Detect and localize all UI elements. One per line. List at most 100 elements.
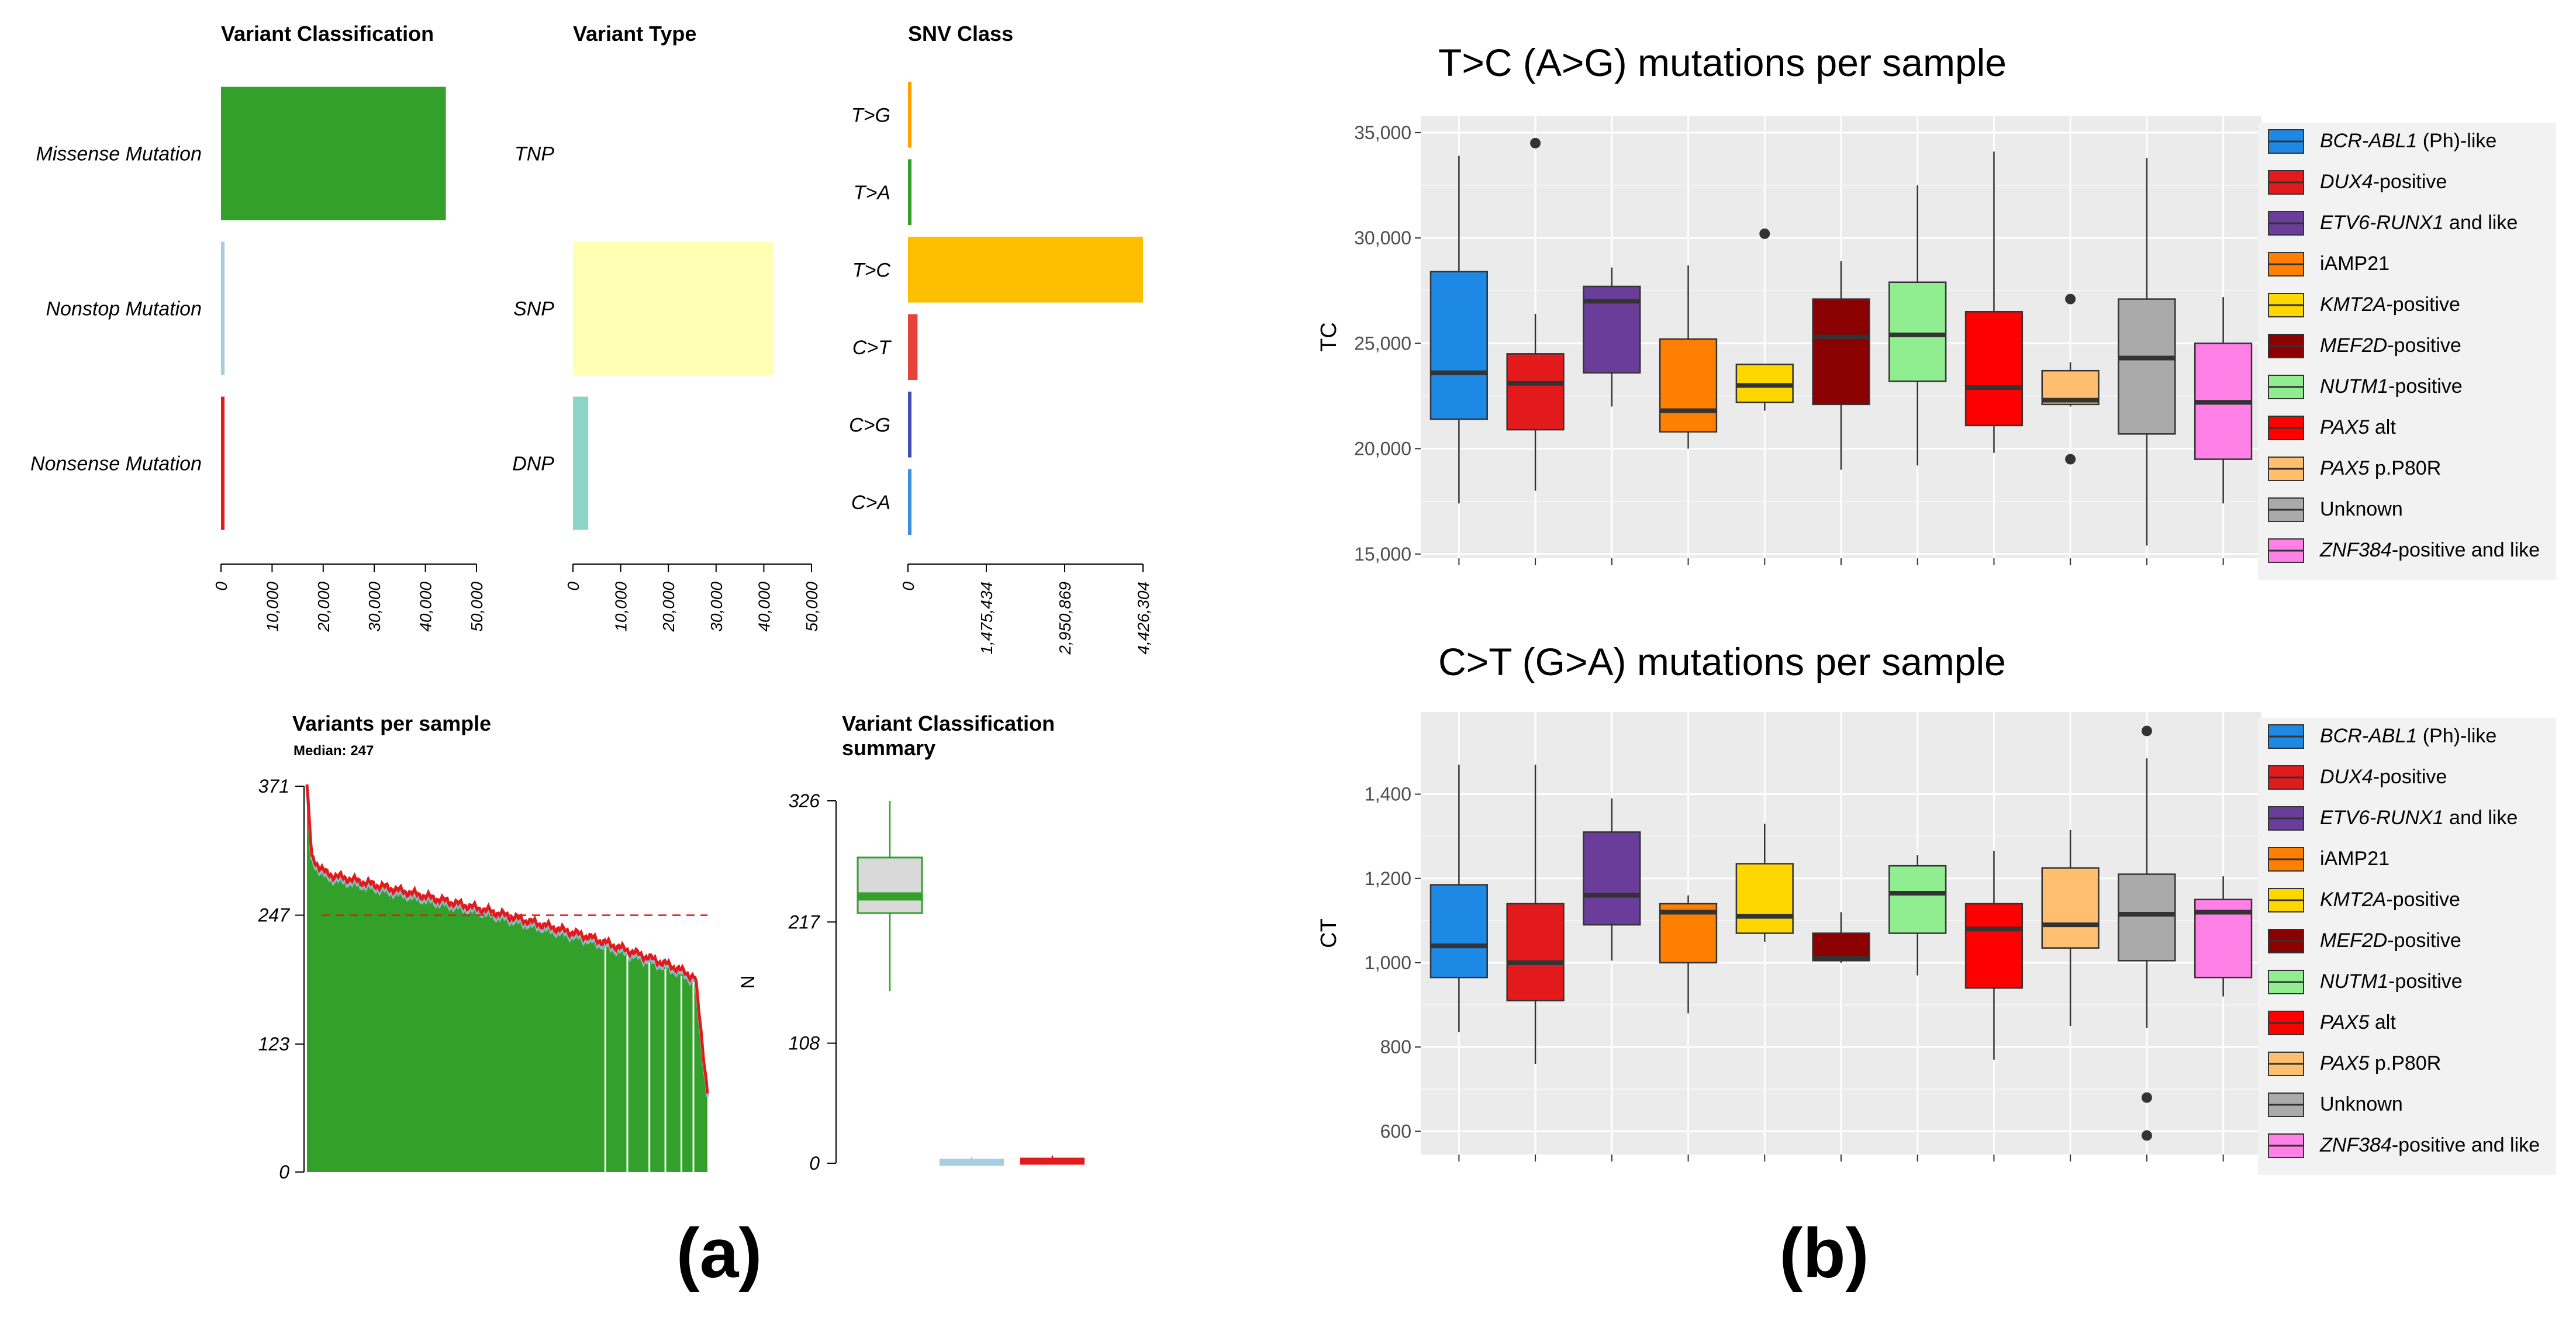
legend-label: ZNF384-positive and like: [2319, 1134, 2540, 1156]
y-tick-label: 25,000: [1354, 333, 1411, 354]
outlier-point: [1759, 228, 1770, 239]
box: [1506, 903, 1565, 1002]
bar: [573, 396, 589, 530]
legend: BCR-ABL1 (Ph)-like DUX4-positive ETV6-RUNX…: [2258, 123, 2556, 580]
x-tick-label: 50,000: [803, 582, 821, 632]
box: [1583, 831, 1641, 926]
variant-classification: Variant Classification Missense Mutation N…: [30, 22, 486, 632]
y-tick-label: 600: [1380, 1121, 1411, 1142]
y-tick-label: 247: [258, 905, 291, 926]
y-axis-label: TC: [1317, 322, 1341, 352]
legend-label: DUX4-positive: [2320, 766, 2447, 788]
panel-a: Variant Classification Missense Mutation N…: [30, 22, 1152, 1183]
y-tick-label: 0: [809, 1153, 820, 1174]
x-tick-label: 30,000: [365, 582, 384, 632]
category-label: Nonsense Mutation: [30, 453, 202, 475]
chart-title: summary: [842, 736, 935, 760]
category-label: Nonstop Mutation: [46, 298, 202, 320]
box: [2118, 298, 2176, 435]
variant-type: Variant Type TNP SNP DNP 0 10,000 20,000 30,000…: [512, 22, 821, 632]
box: [1888, 865, 1947, 934]
y-axis-label: N: [737, 975, 758, 988]
y-tick-label: 1,400: [1365, 784, 1411, 805]
missense-stack: [307, 786, 707, 1172]
category-label: SNP: [513, 298, 554, 320]
bar: [908, 81, 911, 148]
y-tick-label: 1,000: [1365, 952, 1411, 973]
y-tick-label: 326: [789, 790, 820, 811]
y-tick-label: 1,200: [1365, 868, 1411, 889]
legend-label: KMT2A-positive: [2320, 889, 2460, 911]
variants-per-sample: Variants per sample Median: 247 0 123 247 371: [258, 711, 709, 1183]
category-label: C>T: [852, 337, 892, 359]
chart-title: T>C (A>G) mutations per sample: [1438, 41, 2007, 84]
chart-title: Variant Classification: [221, 22, 434, 46]
legend-label: iAMP21: [2320, 848, 2389, 870]
x-tick-label: 10,000: [612, 582, 630, 632]
y-tick-label: 800: [1380, 1036, 1411, 1057]
box: [1812, 932, 1870, 962]
x-tick-label: 10,000: [263, 582, 281, 632]
box: [857, 856, 923, 914]
bar: [221, 396, 225, 530]
outlier-point: [2065, 454, 2076, 465]
outlier-point: [2065, 293, 2076, 305]
chart-title: Variant Type: [573, 22, 696, 46]
legend-label: PAX5 alt: [2320, 416, 2396, 438]
bar: [908, 236, 1143, 303]
box: [940, 1159, 1004, 1166]
panel-label-b: (b): [1779, 1214, 1869, 1292]
chart-subtitle: Median: 247: [293, 743, 374, 759]
box: [1888, 281, 1947, 382]
legend-label: ETV6-RUNX1 and like: [2320, 212, 2518, 234]
ct-per-sample: C>T (G>A) mutations per sample 600 800 1,00…: [1317, 640, 2556, 1175]
x-tick-label: 20,000: [315, 582, 333, 632]
bar: [908, 391, 911, 458]
legend-label: MEF2D-positive: [2320, 334, 2461, 357]
x-tick-label: 2,950,869: [1056, 582, 1074, 655]
y-tick-label: 30,000: [1354, 227, 1411, 248]
x-tick-label: 50,000: [468, 582, 486, 632]
legend-label: Unknown: [2320, 1093, 2403, 1115]
outlier-point: [2141, 725, 2152, 737]
legend-background: [2258, 718, 2556, 1175]
legend-label: PAX5 p.P80R: [2320, 457, 2441, 479]
nonsense-stack: [305, 784, 709, 1094]
legend-background: [2258, 123, 2556, 580]
box: [2041, 867, 2100, 949]
x-tick-label: 0: [899, 582, 917, 591]
y-tick-label: 217: [788, 911, 821, 932]
panel-label-a: (a): [676, 1214, 762, 1292]
legend-label: MEF2D-positive: [2320, 929, 2461, 952]
category-label: Missense Mutation: [36, 143, 202, 165]
x-tick-label: 40,000: [755, 582, 773, 632]
legend-label: ETV6-RUNX1 and like: [2320, 807, 2518, 829]
bar: [221, 87, 446, 220]
box: [1659, 338, 1718, 433]
legend-label: DUX4-positive: [2320, 171, 2447, 193]
outlier-point: [2141, 1092, 2152, 1103]
chart-title: Variants per sample: [292, 711, 491, 735]
x-tick-label: 1,475,434: [978, 582, 996, 655]
box: [1429, 884, 1488, 979]
x-tick-label: 40,000: [417, 582, 435, 632]
box: [1735, 863, 1794, 934]
x-tick-label: 20,000: [659, 582, 678, 632]
legend: BCR-ABL1 (Ph)-like DUX4-positive ETV6-RUNX…: [2258, 718, 2556, 1175]
box: [1020, 1157, 1085, 1165]
box: [1964, 903, 2023, 989]
x-tick-label: 30,000: [707, 582, 726, 632]
panel-b: T>C (A>G) mutations per sample 15,000 20,0…: [1317, 41, 2556, 1175]
legend-label: PAX5 p.P80R: [2320, 1052, 2441, 1074]
category-label: T>G: [851, 104, 890, 126]
category-label: DNP: [512, 453, 554, 475]
category-label: TNP: [514, 143, 554, 165]
bar: [221, 241, 225, 375]
legend-label: iAMP21: [2320, 253, 2389, 275]
box: [1812, 298, 1870, 406]
box: [2118, 873, 2176, 962]
legend-label: BCR-ABL1 (Ph)-like: [2320, 130, 2496, 152]
y-tick-label: 371: [258, 776, 289, 797]
